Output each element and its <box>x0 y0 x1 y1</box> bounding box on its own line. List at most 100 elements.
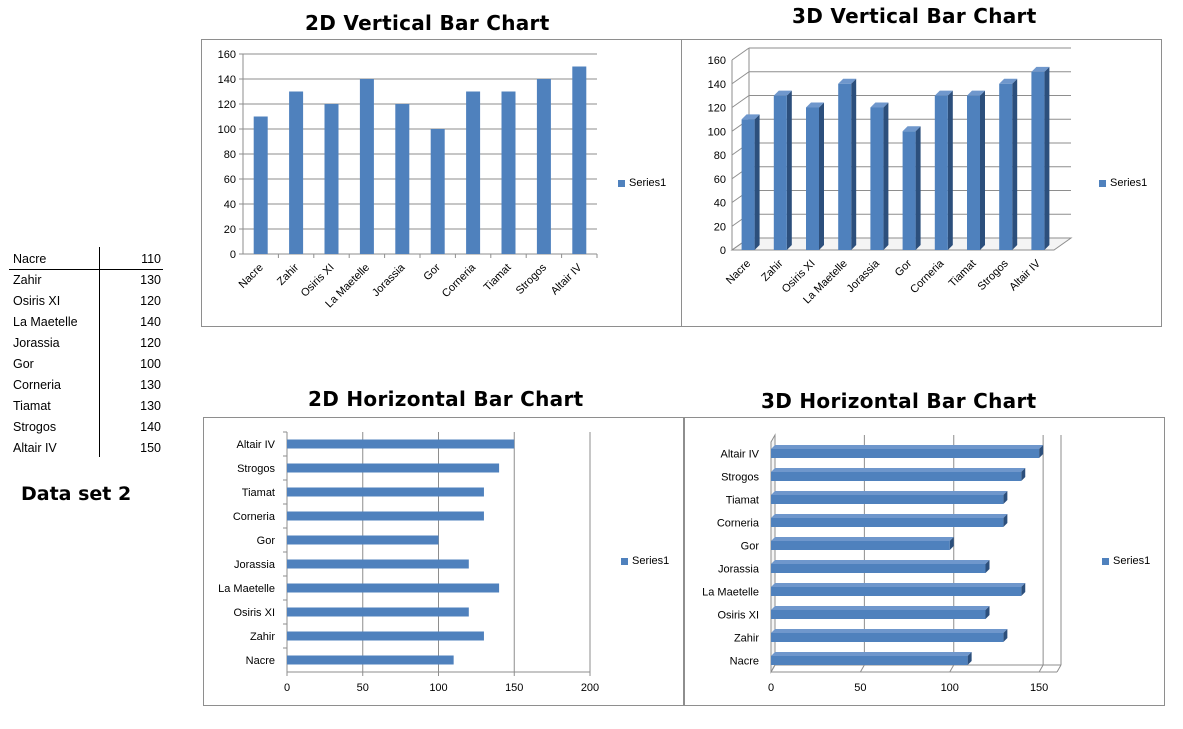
bar <box>289 91 304 254</box>
y-tick-label: Gor <box>741 541 760 553</box>
y-tick-label: Tiamat <box>726 495 759 507</box>
y-tick-label: 140 <box>708 79 726 91</box>
bar-top <box>741 114 760 120</box>
bar-side <box>1044 66 1050 250</box>
bar-side <box>1003 491 1008 504</box>
bar <box>771 472 1022 481</box>
y-tick-label: 0 <box>230 249 236 261</box>
y-tick-label: 20 <box>224 224 236 236</box>
x-tick-label: 50 <box>357 682 369 694</box>
bar-top <box>771 629 1008 633</box>
chart-title-2d-vertical: 2D Vertical Bar Chart <box>305 11 550 35</box>
bar-top <box>902 126 921 132</box>
x-tick-label: 200 <box>581 682 599 694</box>
bar-side <box>1021 468 1026 481</box>
bar <box>287 487 484 497</box>
y-tick-label: Strogos <box>237 463 275 475</box>
y-tick-label: 80 <box>224 149 236 161</box>
table-cell-value: 140 <box>140 420 161 434</box>
chart-title-2d-horizontal: 2D Horizontal Bar Chart <box>308 387 584 411</box>
x-tick-label: Strogos <box>514 261 550 297</box>
y-tick-label: Corneria <box>233 511 276 523</box>
bar <box>287 655 454 665</box>
table-cell-value: 130 <box>140 399 161 413</box>
y-tick-label: 0 <box>720 245 726 257</box>
y-tick-label: Tiamat <box>242 487 275 499</box>
bar-top <box>773 90 792 96</box>
bar-side <box>1021 583 1026 596</box>
bar <box>773 95 787 250</box>
bar <box>253 116 268 254</box>
bar-top <box>999 78 1018 84</box>
x-tick-label: 0 <box>768 682 774 694</box>
x-tick-label: Tiamat <box>482 262 514 294</box>
table-row: Gor 100 <box>13 354 163 375</box>
table-row: Tiamat 130 <box>13 396 163 417</box>
gridline <box>859 664 865 673</box>
table-row: La Maetelle 140 <box>13 312 163 333</box>
y-tick-label: 120 <box>708 103 726 115</box>
y-tick-label: 160 <box>708 55 726 67</box>
bar <box>934 95 948 250</box>
bar-side <box>967 652 972 665</box>
bar-side <box>883 102 889 250</box>
bar-top <box>806 102 824 108</box>
legend-swatch <box>621 557 628 565</box>
bar <box>771 495 1004 504</box>
bar-side <box>819 102 824 250</box>
bar-side <box>947 90 953 250</box>
chart-2d-vertical: 0 20 40 60 80 100 120 140 160 Nacre Zahir Osiris XI… <box>201 39 682 327</box>
chart-3d-horizontal: 0 50 100 150 Nacre Zahir Osiris XI La Maetelle J… <box>684 417 1165 706</box>
bar-side <box>1003 514 1008 527</box>
x-tick-label: Altair IV <box>1007 257 1043 293</box>
x-tick-label: Nacre <box>724 258 753 287</box>
chart-title-3d-vertical: 3D Vertical Bar Chart <box>792 4 1037 28</box>
bar <box>838 83 852 250</box>
y-tick-label: 60 <box>714 174 726 186</box>
y-tick-label: 100 <box>218 124 236 136</box>
table-row: Corneria 130 <box>13 375 163 396</box>
legend-label: Series1 <box>1113 555 1151 567</box>
table-row: Altair IV 150 <box>13 438 163 459</box>
bar-top <box>771 583 1026 587</box>
table-cell-name: Jorassia <box>13 336 60 350</box>
x-tick-label: Strogos <box>976 257 1012 293</box>
bar <box>771 449 1040 458</box>
legend-swatch <box>1099 179 1106 187</box>
gridline <box>949 664 955 673</box>
bar <box>771 587 1022 596</box>
x-tick-label: 50 <box>854 682 866 694</box>
bar-top <box>771 537 954 541</box>
table-cell-value: 150 <box>140 441 161 455</box>
bar-side <box>1039 445 1044 458</box>
table-row: Zahir 130 <box>13 270 163 291</box>
floor-edge <box>1056 664 1062 673</box>
table-cell-name: Altair IV <box>13 441 57 455</box>
chart-2d-horizontal: 0 50 100 150 200 Nacre Zahir Osiris XI La Maetel… <box>203 417 684 706</box>
table-cell-value: 100 <box>140 357 161 371</box>
bar-side <box>754 114 760 250</box>
bar <box>902 131 916 250</box>
y-tick-label: 100 <box>708 126 726 138</box>
y-tick-label: 160 <box>218 49 236 61</box>
data-table: Nacre 110 Zahir 130 Osiris XI 120 La Maetelle 1… <box>9 247 163 459</box>
bar <box>741 119 755 250</box>
table-cell-value: 120 <box>140 336 161 350</box>
table-cell-name: Tiamat <box>13 399 51 413</box>
x-tick-label: Tiamat <box>947 258 979 290</box>
bar-top <box>1031 66 1050 72</box>
bar-top <box>870 102 889 108</box>
table-divider-horizontal <box>9 269 163 270</box>
x-tick-label: Zahir <box>759 257 785 283</box>
table-cell-name: Osiris XI <box>13 294 61 308</box>
table-cell-value: 120 <box>140 294 161 308</box>
bar <box>287 631 484 641</box>
x-tick-label: Zahir <box>275 261 301 287</box>
bar-top <box>771 468 1026 472</box>
bar <box>287 439 515 449</box>
bar-side <box>985 606 990 619</box>
y-tick-label: 40 <box>714 198 726 210</box>
y-tick-label: 20 <box>714 221 726 233</box>
table-cell-value: 140 <box>140 315 161 329</box>
bar <box>324 104 339 254</box>
